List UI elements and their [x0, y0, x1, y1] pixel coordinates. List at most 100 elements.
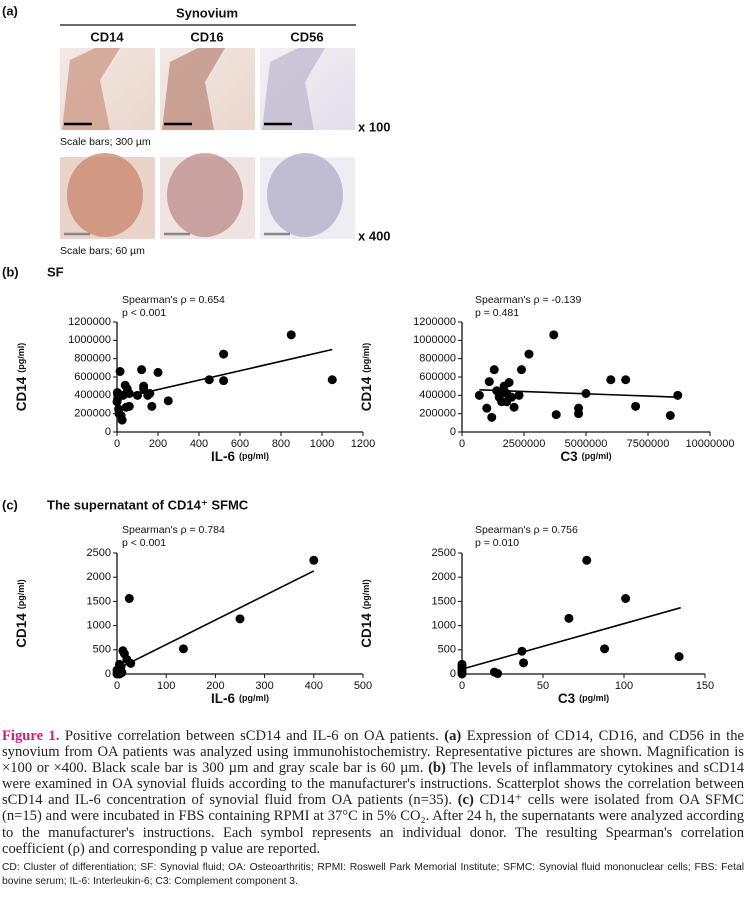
data-point [519, 658, 529, 668]
x-tick-label: 400 [305, 680, 323, 692]
annotation: Spearman's ρ = -0.139 [475, 294, 581, 306]
y-tick-label: 500 [438, 644, 456, 656]
data-point [564, 613, 574, 623]
x-tick-label: 50 [537, 680, 549, 692]
y-axis-title: CD14 [359, 613, 374, 648]
data-point [309, 555, 319, 565]
y-tick-label: 2000 [432, 571, 456, 583]
y-axis-label: CD14 (pg/ml) [14, 579, 29, 648]
y-axis-label: CD14 (pg/ml) [359, 579, 374, 648]
y-tick-label: 1200000 [68, 316, 111, 328]
x-tick-label: 500 [354, 680, 372, 692]
magnification: x 100 [358, 119, 391, 134]
magnification: x 400 [358, 228, 391, 243]
x-axis-label: IL-6 (pg/ml) [211, 691, 269, 706]
data-point [493, 669, 503, 679]
data-point [549, 330, 559, 340]
data-point [517, 646, 527, 656]
data-point [457, 668, 467, 678]
data-point [631, 401, 641, 411]
panel-label: (c) [2, 497, 18, 512]
x-tick-label: 2500000 [503, 438, 546, 450]
y-tick-label: 400000 [74, 389, 111, 401]
tissue [167, 153, 243, 237]
y-tick-label: 0 [450, 668, 456, 680]
data-point [487, 412, 497, 422]
y-axis-unit: (pg/ml) [16, 343, 26, 373]
x-tick-label: 200 [206, 680, 224, 692]
data-point [122, 384, 132, 394]
data-point [514, 390, 524, 400]
x-tick-label: 0 [114, 438, 120, 450]
annotation: Spearman's ρ = 0.784 [122, 524, 225, 536]
scale-note: Scale bars; 60 µm [60, 245, 145, 257]
data-point [126, 658, 136, 668]
y-axis-label: CD14 (pg/ml) [359, 343, 374, 412]
panel-label: (a) [2, 3, 18, 18]
panel-label: (b) [2, 264, 19, 279]
data-point [117, 415, 127, 425]
y-tick-label: 1500 [87, 595, 111, 607]
annotation: p = 0.481 [475, 307, 519, 319]
data-point [484, 377, 494, 387]
x-axis-label: IL-6 (pg/ml) [211, 449, 269, 464]
data-point [517, 365, 527, 375]
x-tick-label: 100 [157, 680, 175, 692]
caption-panel-label: (b) [428, 760, 446, 777]
x-axis-unit: (pg/ml) [239, 451, 269, 461]
x-tick-label: 0 [114, 680, 120, 692]
x-tick-label: 600 [231, 438, 249, 450]
data-point [489, 365, 499, 375]
micrograph-row [60, 48, 355, 130]
figure-label: Figure 1. [2, 728, 60, 744]
caption-text: CD14⁺ cells were isolated from OA SFMC (… [2, 792, 744, 857]
footnote: CD: Cluster of differentiation; SF: Syno… [2, 862, 744, 887]
y-tick-label: 0 [105, 668, 111, 680]
data-point [139, 381, 149, 391]
x-axis-unit: (pg/ml) [582, 451, 612, 461]
data-point [178, 644, 188, 654]
data-point [524, 349, 534, 359]
data-point [482, 403, 492, 413]
x-axis-title: C3 [560, 449, 578, 464]
data-point [124, 593, 134, 603]
data-point [509, 402, 519, 412]
y-tick-label: 800000 [74, 353, 111, 365]
y-tick-label: 1000 [432, 620, 456, 632]
y-axis-title: CD14 [14, 376, 29, 411]
y-tick-label: 200000 [74, 408, 111, 420]
data-point [204, 375, 214, 385]
data-point [581, 389, 591, 398]
caption-panel-label: (a) [444, 728, 462, 744]
x-tick-label: 0 [459, 680, 465, 692]
x-tick-label: 100 [615, 680, 633, 692]
tissue [162, 48, 225, 130]
micrograph-row [60, 153, 355, 239]
annotation: p < 0.001 [122, 307, 166, 319]
y-tick-label: 2500 [432, 547, 456, 559]
trend-line [479, 389, 678, 398]
caption-panel-label: (c) [457, 792, 474, 809]
y-tick-label: 1500 [432, 595, 456, 607]
data-point [606, 375, 616, 385]
x-axis-label: C3 (pg/ml) [558, 691, 609, 706]
tissue-title: Synovium [176, 5, 238, 20]
tissue [262, 48, 325, 130]
y-tick-label: 0 [105, 426, 111, 438]
x-tick-label: 0 [459, 438, 465, 450]
y-axis-unit: (pg/ml) [361, 579, 371, 609]
x-axis-unit: (pg/ml) [579, 693, 609, 703]
x-axis-title: C3 [558, 691, 576, 706]
data-point [551, 410, 561, 420]
annotation: Spearman's ρ = 0.654 [122, 294, 225, 306]
data-point [474, 390, 484, 400]
data-point [494, 389, 504, 398]
panel-title: The supernatant of CD14⁺ SFMC [47, 497, 249, 512]
data-point [574, 409, 584, 419]
data-point [124, 401, 134, 411]
caption-text: Expression of CD14, CD16, and CD56 in th… [2, 728, 744, 777]
y-tick-label: 200000 [419, 408, 456, 420]
x-axis-label: C3 (pg/ml) [560, 449, 611, 464]
caption-text: Positive correlation between sCD14 and I… [59, 728, 445, 744]
